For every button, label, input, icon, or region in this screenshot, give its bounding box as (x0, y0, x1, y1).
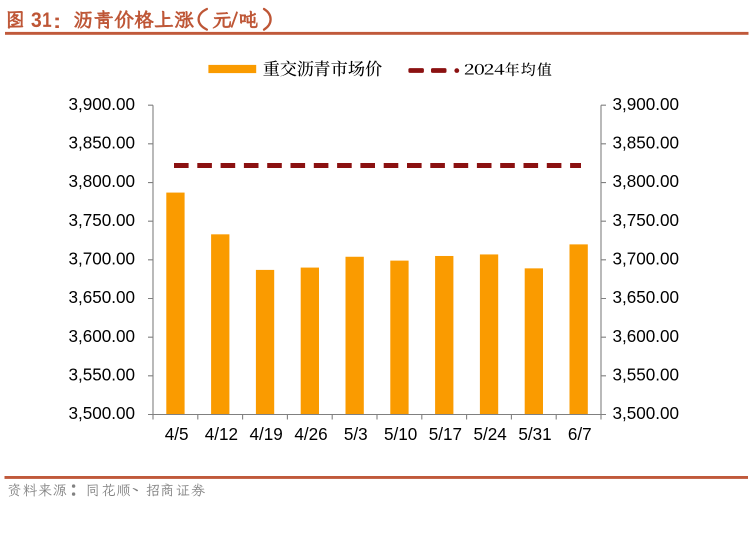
svg-text:3,500.00: 3,500.00 (613, 404, 680, 423)
svg-text:3,500.00: 3,500.00 (68, 404, 135, 423)
svg-text:4/19: 4/19 (250, 425, 283, 444)
svg-text:3,750.00: 3,750.00 (68, 211, 135, 230)
svg-text:4/5: 4/5 (165, 425, 189, 444)
svg-text:3,800.00: 3,800.00 (613, 172, 680, 191)
svg-text:4/12: 4/12 (205, 425, 238, 444)
svg-text:3,900.00: 3,900.00 (613, 95, 680, 114)
svg-text:5/10: 5/10 (384, 425, 417, 444)
svg-text:6/7: 6/7 (568, 425, 592, 444)
svg-text:5/24: 5/24 (474, 425, 507, 444)
svg-text:5/31: 5/31 (518, 425, 551, 444)
svg-text:3,850.00: 3,850.00 (68, 134, 135, 153)
svg-text:3,750.00: 3,750.00 (613, 211, 680, 230)
svg-text:3,850.00: 3,850.00 (613, 134, 680, 153)
svg-text:5/17: 5/17 (429, 425, 462, 444)
svg-text:3,800.00: 3,800.00 (68, 172, 135, 191)
svg-text:3,600.00: 3,600.00 (68, 327, 135, 346)
svg-text:3,600.00: 3,600.00 (613, 327, 680, 346)
svg-text:3,900.00: 3,900.00 (68, 95, 135, 114)
svg-text:3,550.00: 3,550.00 (613, 366, 680, 385)
svg-text:3,650.00: 3,650.00 (68, 288, 135, 307)
svg-text:3,700.00: 3,700.00 (613, 250, 680, 269)
svg-text:4/26: 4/26 (294, 425, 327, 444)
svg-text:3,700.00: 3,700.00 (68, 250, 135, 269)
svg-text:3,550.00: 3,550.00 (68, 366, 135, 385)
svg-text:5/3: 5/3 (344, 425, 368, 444)
svg-text:3,650.00: 3,650.00 (613, 288, 680, 307)
